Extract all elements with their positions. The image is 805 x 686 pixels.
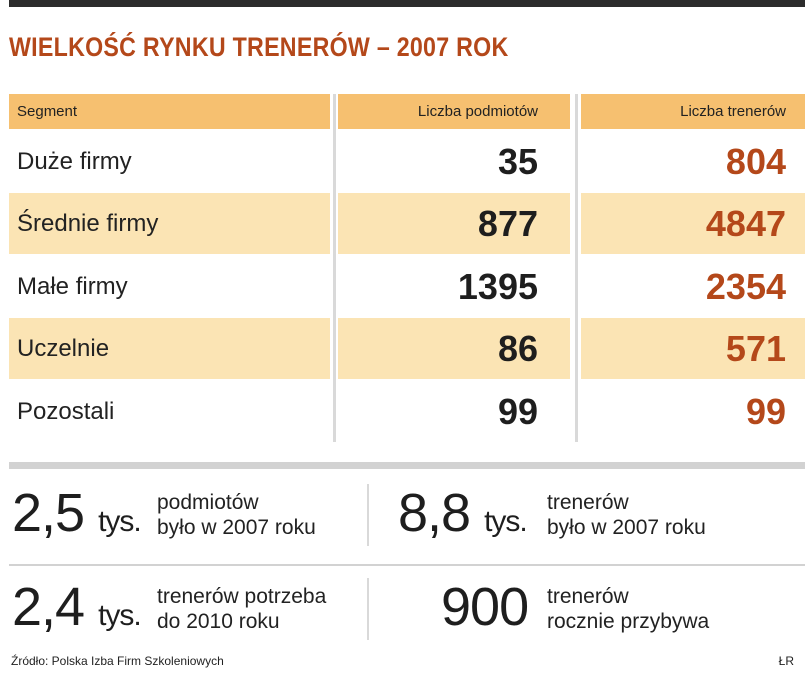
row-segment: Średnie firmy bbox=[9, 193, 330, 254]
summary-column-divider bbox=[367, 578, 369, 640]
row-podmioty: 86 bbox=[338, 318, 570, 379]
top-rule bbox=[9, 0, 805, 7]
stat-description: trenerów było w 2007 roku bbox=[547, 491, 706, 539]
source-note: Źródło: Polska Izba Firm Szkoleniowych bbox=[11, 654, 224, 668]
author-initials: ŁR bbox=[778, 654, 794, 668]
header-segment: Segment bbox=[9, 94, 330, 129]
stat-description: trenerów potrzeba do 2010 roku bbox=[157, 585, 327, 633]
row-trenerzy: 571 bbox=[581, 318, 805, 379]
row-podmioty: 1395 bbox=[457, 266, 538, 307]
row-segment: Pozostali bbox=[17, 398, 115, 425]
header-podmioty: Liczba podmiotów bbox=[338, 94, 570, 129]
column-divider bbox=[575, 94, 578, 442]
summary-row-divider bbox=[9, 564, 805, 566]
stat-value: 900 bbox=[441, 577, 529, 637]
header-trenerzy: Liczba trenerów bbox=[581, 94, 805, 129]
row-podmioty: 99 bbox=[497, 391, 538, 432]
row-podmioty: 35 bbox=[497, 141, 538, 182]
row-trenerzy: 2354 bbox=[705, 266, 786, 307]
row-segment: Małe firmy bbox=[17, 273, 128, 300]
summary-separator bbox=[9, 462, 805, 469]
row-segment: Duże firmy bbox=[17, 148, 132, 175]
summary-column-divider bbox=[367, 484, 369, 546]
page-title: WIELKOŚĆ RYNKU TRENERÓW – 2007 ROK bbox=[9, 32, 509, 62]
stat-value: 2,4 tys. bbox=[12, 577, 142, 637]
row-podmioty: 877 bbox=[338, 193, 570, 254]
stat-value: 8,8 tys. bbox=[398, 483, 528, 543]
row-trenerzy: 804 bbox=[725, 141, 786, 182]
row-segment: Uczelnie bbox=[9, 318, 330, 379]
stat-value: 2,5 tys. bbox=[12, 483, 142, 543]
stat-description: podmiotów było w 2007 roku bbox=[157, 491, 316, 539]
row-trenerzy: 4847 bbox=[581, 193, 805, 254]
column-divider bbox=[333, 94, 336, 442]
row-trenerzy: 99 bbox=[745, 391, 786, 432]
stat-description: trenerów rocznie przybywa bbox=[547, 585, 710, 633]
